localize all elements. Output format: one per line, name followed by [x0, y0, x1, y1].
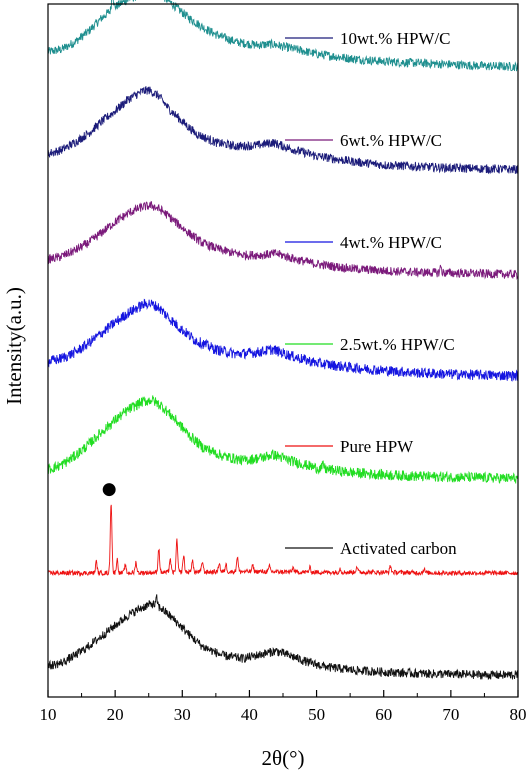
y-axis-title: Intensity(a.u.)	[2, 287, 26, 405]
legend-label-4: 2.5wt.% HPW/C	[340, 335, 455, 354]
x-tick-label-2: 30	[174, 705, 191, 724]
x-tick-label-3: 40	[241, 705, 258, 724]
legend-label-6: Activated carbon	[340, 539, 457, 558]
series-line-5	[47, 504, 519, 577]
legend-label-3: 4wt.% HPW/C	[340, 233, 442, 252]
series-line-4	[47, 395, 519, 484]
x-axis-title: 2θ(°)	[262, 746, 305, 770]
x-tick-label-4: 50	[308, 705, 325, 724]
series-layer	[47, 0, 519, 681]
marker-dot-1: ●	[102, 479, 117, 499]
series-line-1	[47, 86, 519, 175]
legend-label-1: 10wt.% HPW/C	[340, 29, 451, 48]
axis-layer: 10 20 30 40 50 60 70 80	[40, 3, 527, 724]
x-tick-label-5: 60	[375, 705, 392, 724]
series-line-2	[47, 200, 519, 280]
x-tick-label-0: 10	[40, 705, 57, 724]
x-tick-label-6: 70	[442, 705, 459, 724]
x-tick-label-7: 80	[510, 705, 527, 724]
legend-label-2: 6wt.% HPW/C	[340, 131, 442, 150]
legend-label-5: Pure HPW	[340, 437, 414, 456]
marker-layer: ●●	[102, 479, 117, 499]
series-line-3	[47, 298, 519, 382]
series-line-0	[47, 0, 519, 72]
x-tick-label-1: 20	[107, 705, 124, 724]
series-line-6	[47, 594, 519, 681]
